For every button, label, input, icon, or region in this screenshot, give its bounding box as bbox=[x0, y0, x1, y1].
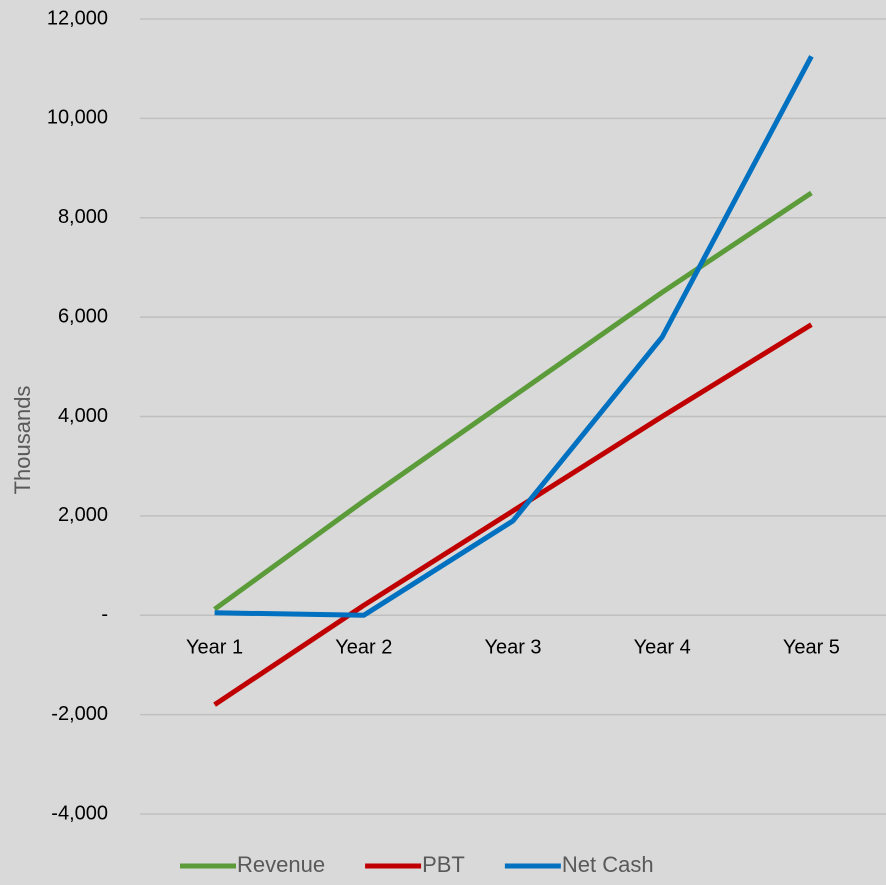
x-tick-label: Year 1 bbox=[186, 637, 243, 659]
y-tick-label: 6,000 bbox=[58, 305, 108, 327]
y-tick-label: -2,000 bbox=[51, 703, 108, 725]
y-tick-label: 2,000 bbox=[58, 504, 108, 526]
y-tick-label: 4,000 bbox=[58, 405, 108, 427]
series-line bbox=[213, 322, 813, 707]
x-tick-label: Year 2 bbox=[335, 637, 392, 659]
y-tick-label: -4,000 bbox=[51, 802, 108, 824]
series-line bbox=[214, 55, 814, 618]
x-tick-label: Year 4 bbox=[634, 637, 691, 659]
y-tick-label: 10,000 bbox=[47, 107, 108, 129]
y-tick-label: 8,000 bbox=[58, 206, 108, 228]
y-tick-label: 12,000 bbox=[47, 7, 108, 29]
x-tick-label: Year 5 bbox=[783, 637, 840, 659]
legend-label: Net Cash bbox=[562, 852, 654, 877]
legend-label: Revenue bbox=[237, 852, 325, 877]
y-axis-title: Thousands bbox=[10, 386, 35, 495]
legend-label: PBT bbox=[422, 852, 465, 877]
y-tick-label: - bbox=[101, 604, 108, 626]
series-line bbox=[213, 190, 813, 612]
x-tick-label: Year 3 bbox=[484, 637, 541, 659]
